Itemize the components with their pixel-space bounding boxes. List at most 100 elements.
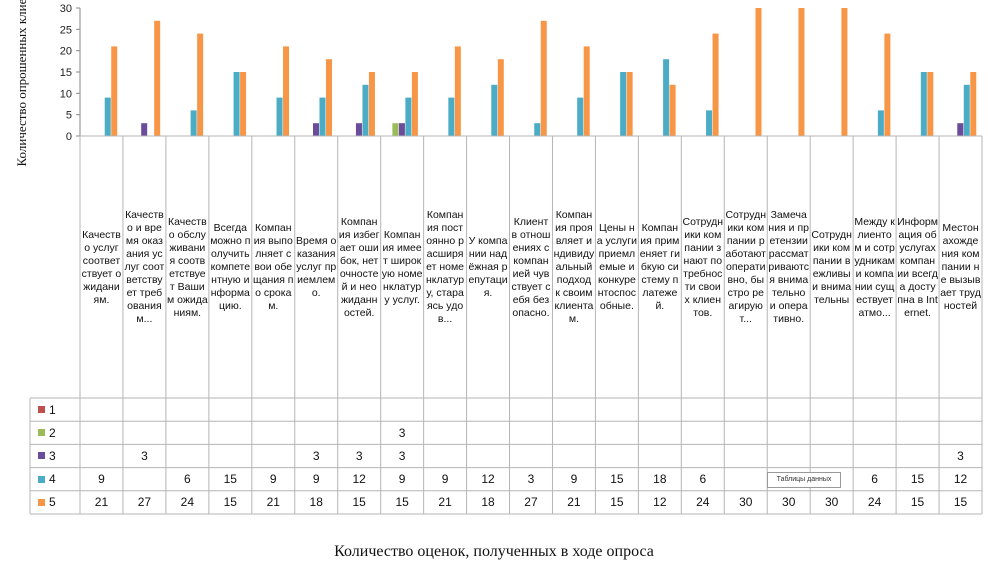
category-label: Компания проявляет индивидуальный подход… [553, 209, 595, 325]
category-label: Всегда можно получить компетентную инфор… [210, 222, 251, 312]
bar-series-4 [920, 72, 927, 136]
y-tick-label: 30 [60, 3, 72, 15]
data-cell: 6 [699, 472, 707, 487]
data-cell: 15 [395, 495, 409, 510]
bar-series-4 [963, 84, 970, 136]
bar-series-5 [240, 72, 247, 136]
bar-series-5 [111, 46, 118, 136]
category-label: У компании надёжная репутация. [468, 235, 508, 299]
bar-series-5 [540, 20, 547, 136]
bar-series-4 [362, 84, 369, 136]
bar-series-5 [497, 59, 504, 137]
data-cell: 15 [352, 495, 366, 510]
category-label: Замечания и претензии рассматриваются вн… [768, 209, 809, 325]
legend-item: 4 [38, 468, 56, 491]
bar-series-4 [233, 72, 240, 136]
data-cell: 9 [570, 472, 578, 487]
data-cell: 9 [441, 472, 449, 487]
y-tick-label: 10 [60, 88, 72, 100]
legend-label: 5 [49, 495, 56, 510]
bar-series-5 [154, 20, 161, 136]
bar-series-5 [325, 59, 332, 137]
data-cell: 18 [309, 495, 323, 510]
data-cell: 3 [312, 448, 320, 463]
bar-series-4 [405, 97, 412, 136]
bar-series-5 [798, 8, 805, 136]
data-cell: 15 [223, 472, 237, 487]
data-cell: 15 [610, 495, 624, 510]
category-label: Компания выполняет свои обещания по срок… [253, 222, 294, 312]
data-cell: 24 [867, 495, 882, 510]
data-cell: 15 [223, 495, 237, 510]
data-cell: 12 [653, 495, 667, 510]
data-cell: 9 [398, 472, 406, 487]
bar-series-5 [970, 72, 977, 136]
category-label: Сотрудники компании вежливы и внимательн… [811, 228, 852, 306]
bar-series-3 [398, 123, 405, 136]
data-cell: 18 [481, 495, 495, 510]
legend-key [38, 452, 45, 460]
legend-key [38, 429, 45, 437]
legend-item: 5 [38, 491, 56, 514]
bar-series-4 [104, 97, 111, 136]
bar-series-5 [626, 72, 633, 136]
data-cell: 15 [910, 495, 925, 510]
category-label: Компания постоянно расширяет номенклатур… [426, 209, 465, 325]
data-cell: 30 [782, 495, 796, 510]
bar-series-4 [319, 97, 326, 136]
category-label: Сотрудники компании знают потребности св… [682, 215, 724, 319]
bar-series-5 [841, 8, 848, 136]
data-cell: 3 [957, 448, 964, 463]
bar-series-5 [583, 46, 590, 136]
bar-series-5 [454, 46, 461, 136]
data-cell: 24 [696, 495, 710, 510]
bar-series-3 [957, 123, 964, 136]
data-cell: 12 [953, 472, 968, 487]
bar-series-5 [927, 72, 934, 136]
category-label: Цены на услуги приемлемые и конкурентосп… [596, 222, 637, 312]
bars-layer [104, 8, 977, 137]
category-label: Местонахождения компании не вызывает тру… [940, 222, 981, 312]
y-tick-label: 15 [60, 67, 72, 79]
bar-series-5 [283, 46, 290, 136]
bar-series-4 [276, 97, 283, 136]
bar-series-5 [411, 72, 418, 136]
bar-series-5 [197, 33, 204, 136]
data-cell: 9 [269, 472, 277, 487]
data-cell: 3 [141, 448, 148, 463]
data-cell: 3 [527, 472, 535, 487]
bar-series-4 [706, 110, 713, 136]
category-label: Компания применяет гибкую систему платеж… [639, 222, 680, 312]
data-cell: 24 [180, 495, 195, 510]
data-cell: 15 [610, 472, 624, 487]
category-label: Качество и время оказания услуг соответс… [124, 209, 165, 325]
data-table-grid [29, 135, 983, 515]
category-label: Сотрудники компании работают оперативно,… [725, 209, 767, 325]
bar-series-5 [368, 72, 375, 136]
y-tick-label: 0 [66, 131, 72, 143]
category-label: Компания имеет широкую номенклатуру услу… [381, 228, 423, 306]
bar-series-5 [755, 8, 762, 136]
category-label: Компания избегает ошибок, неточностей и … [338, 215, 380, 319]
data-cell: 30 [739, 495, 753, 510]
y-tick-label: 25 [60, 24, 72, 36]
legend-key [38, 406, 45, 414]
data-cell: 6 [184, 472, 191, 487]
legend-key [38, 475, 45, 483]
data-cell: 9 [312, 472, 320, 487]
data-cell: 6 [871, 472, 878, 487]
legend-item: 3 [38, 444, 56, 467]
data-cell: 21 [266, 495, 280, 510]
bar-series-3 [141, 123, 148, 136]
legend-item: 1 [38, 398, 56, 421]
bar-series-5 [712, 33, 719, 136]
data-cell: 27 [137, 495, 152, 510]
bar-series-5 [884, 33, 891, 136]
data-cell: 30 [824, 495, 839, 510]
bar-series-4 [663, 59, 670, 137]
legend-item: 2 [38, 421, 56, 444]
category-label: Информация об услугах компании всегда до… [897, 215, 938, 319]
legend-label: 3 [49, 448, 56, 463]
category-label: Время оказания услуг приемлемо. [296, 235, 337, 299]
